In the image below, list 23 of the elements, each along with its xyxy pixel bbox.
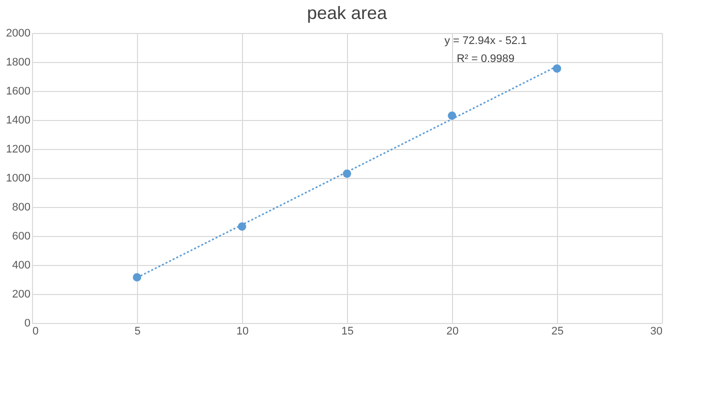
point bbox=[552, 64, 562, 73]
annotation: y = 72.94x - 52.1 bbox=[444, 35, 527, 47]
y-tick-label: 1800 bbox=[6, 56, 30, 68]
x-tick-label: 25 bbox=[551, 326, 564, 338]
y-tick-label: 1600 bbox=[6, 86, 30, 98]
x-tick-label: 20 bbox=[446, 326, 459, 338]
y-tick-label: 2000 bbox=[6, 28, 30, 40]
y-tick-label: 800 bbox=[12, 202, 30, 214]
y-tick-label: 1000 bbox=[6, 172, 30, 184]
y-tick-label: 1400 bbox=[6, 114, 30, 126]
annotation: R² = 0.9989 bbox=[456, 53, 514, 65]
x-tick-label: 15 bbox=[341, 326, 354, 338]
y-tick-label: 1200 bbox=[6, 144, 30, 156]
y-tick-label: 200 bbox=[12, 288, 30, 300]
x-tick-label: 0 bbox=[32, 326, 39, 338]
y-tick-label: 600 bbox=[12, 230, 30, 242]
x-tick-label: 5 bbox=[134, 326, 141, 338]
y-tick-label: 0 bbox=[24, 318, 30, 330]
x-tick-label: 30 bbox=[650, 326, 662, 338]
point bbox=[132, 273, 142, 282]
x-tick-label: 10 bbox=[236, 326, 249, 338]
y-tick-label: 400 bbox=[12, 260, 30, 272]
chart-title: peak area bbox=[306, 3, 388, 23]
